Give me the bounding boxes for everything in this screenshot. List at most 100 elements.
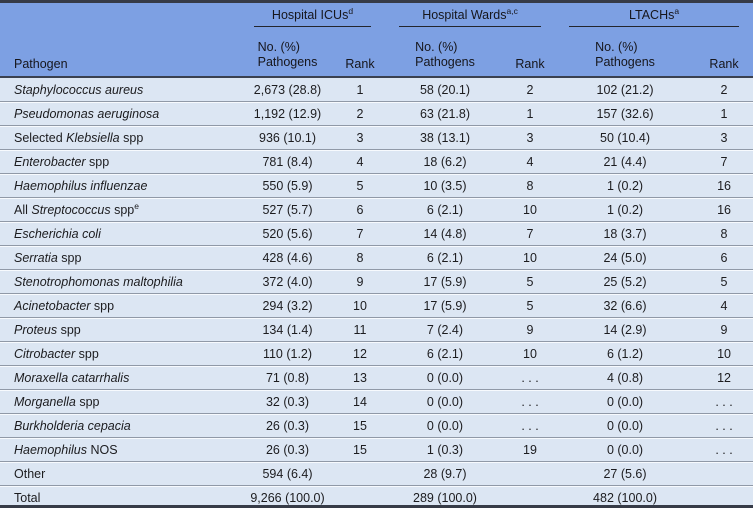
ward-rank-cell: 5	[505, 269, 556, 294]
table-row: All Streptococcus sppe 527 (5.7) 6 6 (2.…	[0, 197, 753, 222]
pathogen-name-cell: Proteus spp	[0, 317, 240, 342]
ltach-rank-cell: 16	[695, 197, 753, 222]
ward-rank-cell: 10	[505, 197, 556, 222]
column-header-ward-rank: Rank	[505, 37, 556, 78]
ward-count-cell: 17 (5.9)	[385, 293, 505, 318]
icu-rank-cell: 10	[335, 293, 385, 318]
group-header-spacer	[0, 3, 240, 37]
table-row: Morganella spp 32 (0.3) 14 0 (0.0) . . .…	[0, 389, 753, 414]
pathogen-name-cell: Haemophilus influenzae	[0, 173, 240, 198]
icu-rank-cell: 11	[335, 317, 385, 342]
ward-rank-cell: 1	[505, 101, 556, 126]
icu-rank-cell: 12	[335, 341, 385, 366]
ward-rank-cell: . . .	[505, 413, 556, 438]
icu-rank-cell: 8	[335, 245, 385, 270]
icu-count-cell: 520 (5.6)	[240, 221, 335, 246]
ltach-rank-cell: 4	[695, 293, 753, 318]
ltach-count-cell: 14 (2.9)	[555, 317, 696, 342]
table-body: Staphylococcus aureus 2,673 (28.8) 1 58 …	[0, 77, 753, 505]
group-header-hospital-wards: Hospital Wardsa,c	[385, 3, 556, 37]
group-header-hospital-icus: Hospital ICUsd	[240, 3, 385, 37]
table-row: Moraxella catarrhalis 71 (0.8) 13 0 (0.0…	[0, 365, 753, 390]
icu-rank-cell: 3	[335, 125, 385, 150]
ward-rank-cell: 10	[505, 245, 556, 270]
ltach-count-cell: 1 (0.2)	[555, 173, 696, 198]
ltach-rank-cell: 3	[695, 125, 753, 150]
pathogen-name-cell: Acinetobacter spp	[0, 293, 240, 318]
ltach-count-cell: 25 (5.2)	[555, 269, 696, 294]
table-row: Selected Klebsiella spp 936 (10.1) 3 38 …	[0, 125, 753, 150]
table-row: Haemophilus NOS 26 (0.3) 15 1 (0.3) 19 0…	[0, 437, 753, 462]
icu-count-cell: 26 (0.3)	[240, 413, 335, 438]
ltach-rank-cell: 2	[695, 77, 753, 102]
table-row: Enterobacter spp 781 (8.4) 4 18 (6.2) 4 …	[0, 149, 753, 174]
icu-count-cell: 134 (1.4)	[240, 317, 335, 342]
icu-rank-cell	[335, 461, 385, 486]
ltach-rank-cell: 10	[695, 341, 753, 366]
icu-count-cell: 372 (4.0)	[240, 269, 335, 294]
pathogen-name-cell: Total	[0, 485, 240, 505]
pathogen-name-cell: Selected Klebsiella spp	[0, 125, 240, 150]
icu-count-cell: 71 (0.8)	[240, 365, 335, 390]
table-row: Citrobacter spp 110 (1.2) 12 6 (2.1) 10 …	[0, 341, 753, 366]
table-row: Staphylococcus aureus 2,673 (28.8) 1 58 …	[0, 77, 753, 102]
ward-count-cell: 0 (0.0)	[385, 413, 505, 438]
pathogens-table: Hospital ICUsd Hospital Wardsa,c LTACHsa…	[0, 3, 753, 505]
pathogen-name-cell: All Streptococcus sppe	[0, 197, 240, 222]
icu-count-cell: 428 (4.6)	[240, 245, 335, 270]
ward-rank-cell: 8	[505, 173, 556, 198]
pathogen-name-cell: Escherichia coli	[0, 221, 240, 246]
icu-count-cell: 2,673 (28.8)	[240, 77, 335, 102]
table-row: Serratia spp 428 (4.6) 8 6 (2.1) 10 24 (…	[0, 245, 753, 270]
table-row: Haemophilus influenzae 550 (5.9) 5 10 (3…	[0, 173, 753, 198]
column-header-icu-no: No. (%) Pathogens	[240, 37, 335, 78]
icu-rank-cell: 14	[335, 389, 385, 414]
group-label-hospital-wards: Hospital Wardsa,c	[399, 5, 542, 27]
ward-count-cell: 17 (5.9)	[385, 269, 505, 294]
ward-count-cell: 0 (0.0)	[385, 389, 505, 414]
pathogen-name-cell: Staphylococcus aureus	[0, 77, 240, 102]
table-row: Other 594 (6.4) 28 (9.7) 27 (5.6)	[0, 461, 753, 486]
group-label-ltachs: LTACHsa	[569, 5, 740, 27]
icu-rank-cell: 13	[335, 365, 385, 390]
ltach-rank-cell	[695, 485, 753, 505]
column-header-row: Pathogen No. (%) Pathogens Rank No. (%) Pa…	[0, 37, 753, 78]
group-header-row: Hospital ICUsd Hospital Wardsa,c LTACHsa	[0, 3, 753, 37]
pathogen-name-cell: Moraxella catarrhalis	[0, 365, 240, 390]
icu-count-cell: 550 (5.9)	[240, 173, 335, 198]
icu-rank-cell: 1	[335, 77, 385, 102]
ltach-count-cell: 0 (0.0)	[555, 389, 696, 414]
icu-count-cell: 936 (10.1)	[240, 125, 335, 150]
ltach-count-cell: 21 (4.4)	[555, 149, 696, 174]
ward-rank-cell: . . .	[505, 365, 556, 390]
ltach-count-cell: 32 (6.6)	[555, 293, 696, 318]
ltach-rank-cell: 7	[695, 149, 753, 174]
table-row: Proteus spp 134 (1.4) 11 7 (2.4) 9 14 (2…	[0, 317, 753, 342]
table-header: Hospital ICUsd Hospital Wardsa,c LTACHsa…	[0, 3, 753, 78]
pathogen-name-cell: Enterobacter spp	[0, 149, 240, 174]
column-header-ltach-rank: Rank	[695, 37, 753, 78]
ward-rank-cell: 2	[505, 77, 556, 102]
ltach-rank-cell: 6	[695, 245, 753, 270]
ltach-count-cell: 1 (0.2)	[555, 197, 696, 222]
ward-rank-cell: 9	[505, 317, 556, 342]
ward-count-cell: 14 (4.8)	[385, 221, 505, 246]
ltach-rank-cell: 8	[695, 221, 753, 246]
footnote-marker: d	[348, 5, 354, 16]
icu-rank-cell: 15	[335, 413, 385, 438]
footnote-marker: a	[674, 5, 680, 16]
ward-rank-cell: 4	[505, 149, 556, 174]
pathogen-name-cell: Morganella spp	[0, 389, 240, 414]
footnote-marker: a,c	[506, 5, 518, 16]
icu-count-cell: 1,192 (12.9)	[240, 101, 335, 126]
ltach-count-cell: 24 (5.0)	[555, 245, 696, 270]
icu-count-cell: 294 (3.2)	[240, 293, 335, 318]
ward-count-cell: 6 (2.1)	[385, 197, 505, 222]
ward-rank-cell: . . .	[505, 389, 556, 414]
ltach-rank-cell	[695, 461, 753, 486]
ltach-rank-cell: 9	[695, 317, 753, 342]
pathogen-name-cell: Burkholderia cepacia	[0, 413, 240, 438]
ltach-count-cell: 157 (32.6)	[555, 101, 696, 126]
column-header-icu-rank: Rank	[335, 37, 385, 78]
icu-rank-cell: 15	[335, 437, 385, 462]
